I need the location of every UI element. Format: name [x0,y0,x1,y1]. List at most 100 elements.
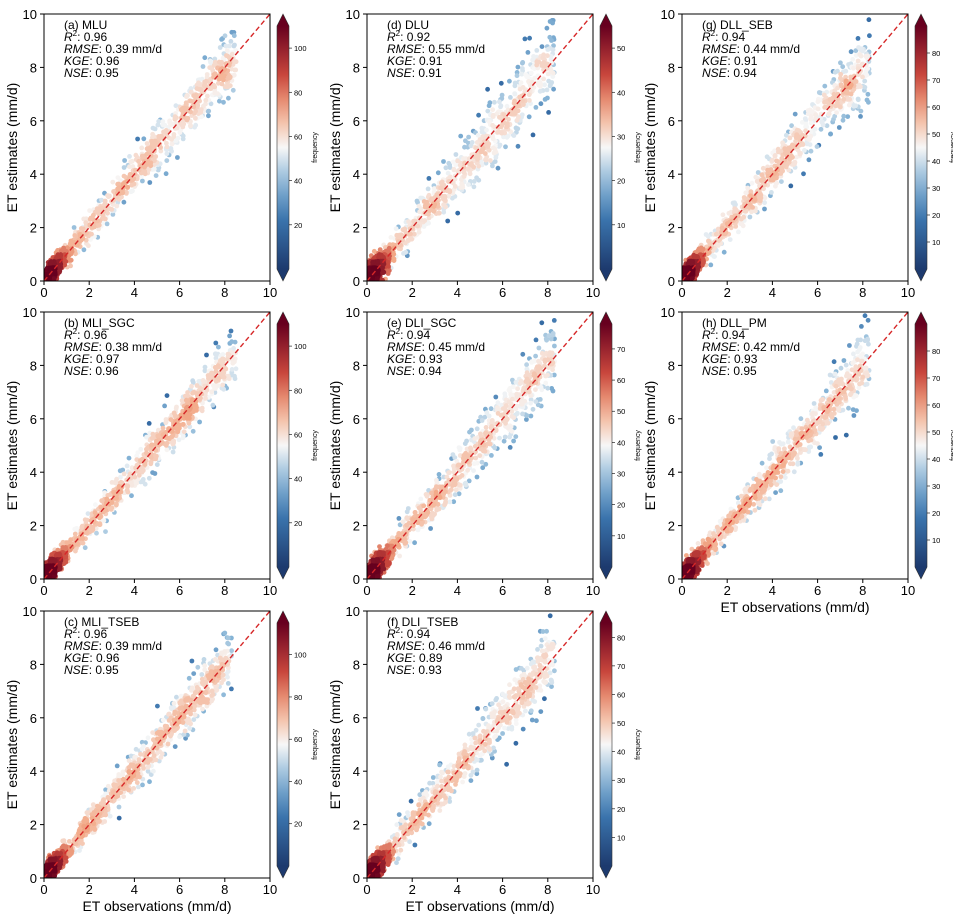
data-point [527,98,532,103]
data-point [98,514,103,519]
data-point [189,685,195,691]
data-point [203,690,209,696]
data-point [140,477,146,482]
data-point [445,170,451,176]
stat-r2: R2: 0.96 [64,327,107,342]
data-point [136,784,141,790]
data-point [110,212,116,217]
y-axis-label: ET estimates (mm/d) [4,83,20,213]
data-point [541,52,546,58]
data-point [219,37,225,42]
data-point [118,474,123,480]
data-point [138,446,144,452]
data-point [125,185,130,190]
data-point [190,693,196,699]
data-point [102,812,108,818]
data-point [199,672,205,677]
data-point [52,268,57,274]
data-point [213,369,219,374]
data-point [189,658,195,664]
data-point [224,53,229,58]
data-point [518,80,524,85]
y-tick-label: 10 [23,305,37,320]
data-point [551,43,556,49]
data-point [430,197,436,202]
data-point [129,465,135,471]
data-point [202,667,208,673]
data-point [475,157,480,162]
data-point [531,54,536,59]
y-tick-label: 4 [30,465,37,480]
data-point [139,174,144,179]
data-point [515,64,521,70]
data-point [162,403,168,409]
points-layer [44,328,239,579]
data-point [391,258,397,263]
data-point [180,435,186,441]
data-point [447,165,453,170]
data-point [511,100,517,106]
data-point [165,435,170,441]
data-point [497,99,502,105]
data-point [104,221,110,227]
data-point [177,701,183,707]
data-point [232,339,238,345]
data-point [190,380,196,385]
data-point [116,804,122,810]
y-tick-label: 8 [30,358,37,373]
data-point [197,419,203,425]
x-tick-label: 4 [131,583,138,598]
one-to-one-line [43,13,271,282]
data-point [530,132,536,138]
data-point [482,151,488,156]
data-point [160,119,166,124]
data-point [416,215,422,221]
data-point [202,663,208,669]
data-point [202,368,208,374]
data-point [229,686,234,692]
data-point [415,223,421,229]
data-point [180,133,186,139]
data-point [200,378,206,383]
data-point [426,220,431,226]
data-point [503,144,508,150]
data-point [210,402,216,408]
data-point [406,231,412,237]
data-point [387,242,393,248]
colorbar-tick-label: 60 [294,735,302,744]
data-point [102,819,108,824]
data-point [186,718,192,724]
data-point [74,526,79,531]
data-point [176,437,182,443]
data-point [205,93,210,99]
data-point [496,144,502,149]
data-point [426,215,432,221]
axes-frame [43,13,271,282]
data-point [492,159,498,165]
data-point [424,203,430,209]
data-point [99,197,104,203]
data-point [490,107,496,113]
data-point [548,69,554,74]
data-point [207,58,213,64]
data-point [508,95,513,100]
data-point [174,404,179,410]
points-layer [44,29,239,281]
data-point [225,357,230,362]
x-tick-label: 8 [221,882,228,897]
data-point [375,258,381,264]
data-point [490,114,496,119]
data-point [67,257,72,263]
data-point [73,841,79,847]
data-point [393,226,399,232]
data-point [152,158,157,164]
data-point [131,786,137,791]
data-point [538,101,544,107]
data-point [492,124,498,130]
data-point [483,157,489,163]
data-point [219,650,224,656]
data-point [529,79,535,85]
data-point [216,59,222,65]
data-point [201,657,207,662]
